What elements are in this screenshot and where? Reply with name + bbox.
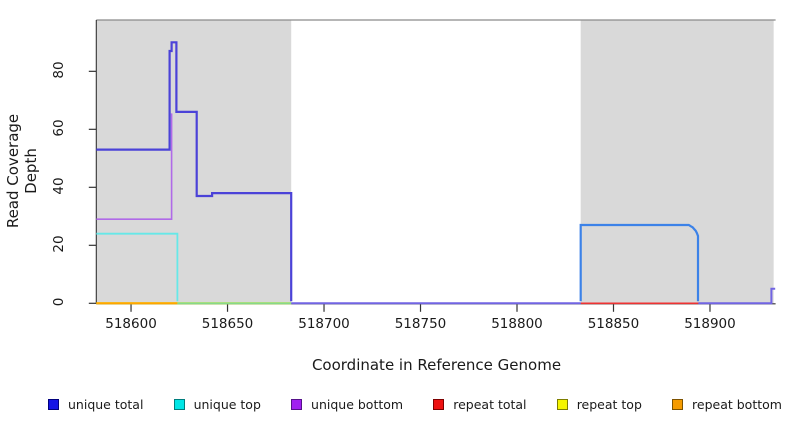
y-tick-label: 40 (51, 177, 68, 195)
legend-label: unique total (68, 397, 144, 412)
unique-top-left (96, 232, 179, 302)
repeat-region-right (580, 20, 774, 304)
y-tick-label: 80 (51, 61, 68, 79)
y-tick-label: 20 (51, 235, 68, 253)
legend: unique total unique top unique bottom re… (0, 397, 792, 412)
legend-label: repeat top (576, 397, 642, 412)
legend-item-repeat-total: repeat total (433, 397, 527, 412)
repeat-bottom-swatch-icon (672, 399, 684, 410)
unique-total-right (579, 223, 700, 302)
unique-top-swatch-icon (173, 399, 185, 410)
x-axis-title: Coordinate in Reference Genome (311, 356, 562, 374)
x-tick-label: 518650 (201, 316, 254, 332)
legend-item-repeat-top: repeat top (556, 397, 642, 412)
x-tick-label: 518700 (298, 316, 350, 332)
legend-item-unique-top: unique top (173, 397, 261, 412)
legend-label: unique top (193, 397, 261, 412)
legend-label: repeat total (453, 397, 527, 412)
legend-label: repeat bottom (692, 397, 782, 412)
legend-label: unique bottom (311, 397, 404, 412)
unique-total-left (96, 41, 293, 302)
legend-item-unique-bottom: unique bottom (291, 397, 403, 412)
x-tick-label: 518600 (105, 316, 157, 332)
legend-item-repeat-bottom: repeat bottom (672, 397, 782, 412)
y-axis-title: Read Coverage Depth (4, 113, 40, 229)
x-tick-label: 518750 (394, 316, 447, 332)
unique-total-swatch-icon (48, 399, 59, 410)
repeat-total-swatch-icon (433, 399, 445, 410)
legend-item-unique-total: unique total (48, 397, 143, 412)
repeat-top-swatch-icon (556, 399, 568, 410)
x-tick-label: 518900 (684, 316, 736, 332)
unique-bottom-swatch-icon (291, 399, 303, 410)
unique-bottom-left (96, 113, 173, 220)
plot-area (88, 19, 776, 312)
x-tick-label: 518850 (587, 316, 640, 332)
y-tick-label: 60 (51, 119, 68, 137)
unique-bottom-right-spike (698, 287, 776, 305)
y-tick-label: 0 (51, 298, 68, 307)
repeat-region-left (96, 20, 292, 304)
x-tick-label: 518800 (491, 316, 543, 332)
